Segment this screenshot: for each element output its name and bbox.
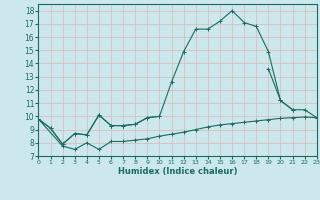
X-axis label: Humidex (Indice chaleur): Humidex (Indice chaleur) (118, 167, 237, 176)
